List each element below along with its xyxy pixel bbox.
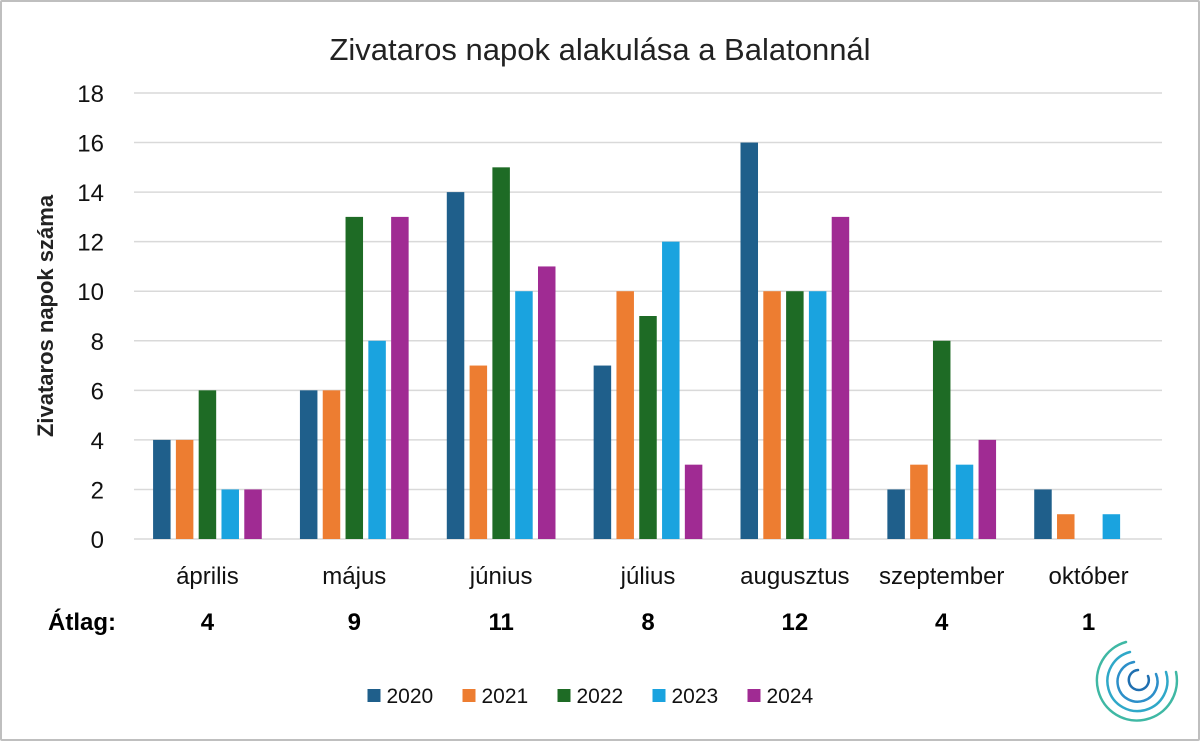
- x-tick-label: október: [1049, 563, 1129, 590]
- bar: [537, 266, 556, 539]
- bar: [808, 291, 827, 539]
- x-tick-label: április: [176, 563, 239, 590]
- y-tick-label: 18: [77, 81, 104, 108]
- y-tick-label: 4: [91, 428, 104, 455]
- bar: [1034, 489, 1052, 539]
- average-values: 4 9 11 8 12 4 1: [201, 609, 1096, 636]
- bar: [153, 439, 171, 539]
- average-value: 11: [488, 609, 513, 636]
- bar: [684, 464, 703, 539]
- bar: [593, 365, 612, 539]
- bar: [492, 167, 510, 540]
- bar: [1057, 514, 1075, 539]
- y-tick-label: 2: [91, 477, 104, 504]
- bar: [639, 316, 657, 539]
- bar: [198, 390, 217, 539]
- y-tick-label: 14: [77, 180, 104, 207]
- legend-swatch: [747, 689, 761, 702]
- x-tick-label: május: [322, 563, 386, 590]
- x-tick-labels: április május június július augusztus szeptem…: [176, 563, 1129, 590]
- bar: [1102, 514, 1121, 539]
- chart-title: Zivataros napok alakulása a Balatonnál: [329, 32, 870, 67]
- bar: [763, 291, 781, 539]
- x-tick-label: szeptember: [879, 563, 1004, 590]
- average-value: 1: [1082, 609, 1095, 636]
- bars: [153, 142, 1121, 540]
- legend-label: 2021: [482, 685, 529, 708]
- average-value: 12: [782, 609, 809, 636]
- y-tick-label: 8: [91, 329, 104, 356]
- legend: 2020 2021 2022 2023 2024: [367, 685, 814, 708]
- legend-label: 2020: [387, 685, 434, 708]
- bar: [910, 464, 928, 539]
- average-value: 4: [201, 609, 215, 636]
- bar: [616, 291, 634, 539]
- bar: [662, 241, 680, 539]
- bar: [175, 439, 194, 539]
- bar: [932, 340, 951, 539]
- legend-swatch: [557, 689, 571, 702]
- bar: [299, 390, 318, 539]
- bar: [887, 489, 905, 539]
- x-tick-label: július: [620, 563, 676, 590]
- legend-label: 2024: [767, 685, 814, 708]
- bar: [955, 464, 974, 539]
- bar: [322, 390, 341, 539]
- y-tick-label: 16: [77, 131, 104, 158]
- y-tick-label: 10: [77, 279, 104, 306]
- x-tick-label: augusztus: [740, 563, 849, 590]
- bar: [786, 291, 804, 539]
- y-tick-label: 12: [77, 230, 104, 257]
- bar: [446, 192, 465, 539]
- bar: [244, 489, 262, 539]
- legend-swatch: [462, 689, 476, 702]
- bar: [515, 291, 533, 539]
- y-tick-label: 6: [91, 378, 104, 405]
- y-tick-labels: 0 2 4 6 8 10 12 14 16 18: [77, 81, 104, 554]
- bar: [469, 365, 488, 539]
- legend-swatch: [367, 689, 381, 702]
- bar: [740, 142, 759, 540]
- average-label: Átlag:: [48, 608, 116, 636]
- logo-icon: [1095, 640, 1179, 722]
- bar: [978, 439, 997, 539]
- legend-label: 2022: [577, 685, 624, 708]
- y-axis-label: Zivataros napok száma: [33, 194, 58, 437]
- average-value: 8: [641, 609, 654, 636]
- x-tick-label: június: [469, 563, 533, 590]
- bar: [391, 216, 409, 539]
- average-value: 9: [348, 609, 361, 636]
- legend-swatch: [652, 689, 666, 702]
- average-value: 4: [935, 609, 949, 636]
- legend-label: 2023: [672, 685, 719, 708]
- bar: [831, 216, 850, 539]
- bar: [368, 340, 386, 539]
- y-tick-label: 0: [91, 527, 104, 554]
- bar: [345, 216, 364, 539]
- bar: [221, 489, 239, 539]
